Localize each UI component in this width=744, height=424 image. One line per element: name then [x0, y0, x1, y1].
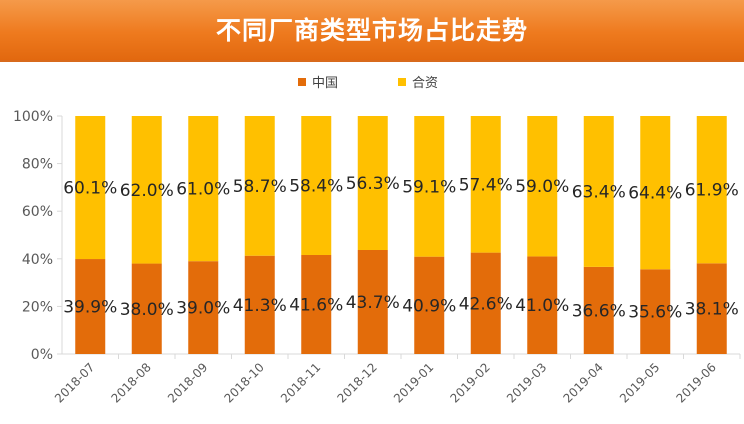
data-label: 58.7%	[233, 177, 287, 197]
bar-segment-joint-venture	[357, 116, 388, 250]
x-tick-label: 2019-04	[561, 360, 606, 405]
y-tick-label: 60%	[22, 204, 53, 220]
bar-segment-joint-venture	[188, 116, 219, 262]
bar-segment-joint-venture	[244, 116, 275, 256]
bar-segment-joint-venture	[131, 116, 162, 264]
x-tick-label: 2019-01	[391, 360, 436, 405]
bar-segment-china	[527, 256, 558, 354]
bar-segment-joint-venture	[75, 116, 106, 260]
data-label: 36.6%	[572, 301, 626, 321]
data-label: 41.6%	[289, 295, 343, 315]
data-label: 40.9%	[402, 296, 456, 316]
bar-segment-joint-venture	[696, 116, 727, 264]
bar-segment-joint-venture	[414, 116, 445, 257]
data-label: 61.0%	[176, 180, 230, 200]
data-label: 39.0%	[176, 299, 230, 319]
bar-segment-joint-venture	[301, 116, 332, 255]
data-label: 59.0%	[515, 177, 569, 197]
data-label: 38.1%	[685, 300, 739, 320]
data-label: 57.4%	[459, 175, 513, 195]
data-label: 64.4%	[628, 184, 682, 204]
bar-segment-china	[640, 269, 671, 354]
chart-title: 不同厂商类型市场占比走势	[215, 16, 528, 45]
data-label: 41.3%	[233, 296, 287, 316]
bar-segment-china	[188, 261, 219, 354]
x-tick-label: 2019-05	[617, 360, 662, 405]
data-label: 60.1%	[63, 179, 117, 199]
title-bar: 不同厂商类型市场占比走势	[0, 0, 744, 62]
x-tick-label: 2019-03	[504, 360, 549, 405]
bar-segment-china	[414, 256, 445, 354]
legend-label: 中国	[312, 76, 338, 91]
data-label: 58.4%	[289, 176, 343, 196]
data-label: 63.4%	[572, 182, 626, 202]
bar-segment-china	[583, 266, 614, 354]
data-label: 43.7%	[346, 293, 400, 313]
data-label: 56.3%	[346, 174, 400, 194]
x-tick-label: 2018-10	[222, 360, 267, 405]
bar-segment-china	[301, 254, 332, 354]
data-label: 41.0%	[515, 296, 569, 316]
bar-segment-joint-venture	[640, 116, 671, 270]
x-tick-label: 2018-08	[109, 360, 154, 405]
bar-segment-china	[131, 263, 162, 354]
bar-segment-china	[75, 259, 106, 354]
bar-segment-joint-venture	[470, 116, 501, 253]
y-tick-label: 20%	[22, 299, 53, 315]
bar-segment-china	[696, 263, 727, 354]
data-label: 42.6%	[459, 294, 513, 314]
data-label: 62.0%	[120, 181, 174, 201]
bar-segment-china	[244, 255, 275, 354]
x-tick-label: 2019-02	[448, 360, 493, 405]
x-tick-label: 2019-06	[674, 360, 719, 405]
bar-segment-china	[357, 249, 388, 354]
x-tick-label: 2018-09	[165, 360, 210, 405]
y-tick-label: 80%	[22, 157, 53, 173]
legend-label: 合资	[412, 76, 438, 91]
x-tick-label: 2018-12	[335, 360, 380, 405]
bar-segment-joint-venture	[527, 116, 558, 257]
legend-swatch	[398, 78, 406, 86]
y-tick-label: 100%	[13, 109, 53, 125]
y-tick-label: 40%	[22, 252, 53, 268]
x-tick-label: 2018-07	[52, 360, 97, 405]
x-tick-label: 2018-11	[278, 360, 323, 405]
data-label: 59.1%	[402, 177, 456, 197]
data-label: 39.9%	[63, 298, 117, 318]
bar-segment-joint-venture	[583, 116, 614, 267]
y-tick-label: 0%	[31, 347, 53, 363]
data-label: 61.9%	[685, 181, 739, 201]
bar-segment-china	[470, 252, 501, 354]
data-label: 35.6%	[628, 303, 682, 323]
data-label: 38.0%	[120, 300, 174, 320]
legend-swatch	[298, 78, 306, 86]
